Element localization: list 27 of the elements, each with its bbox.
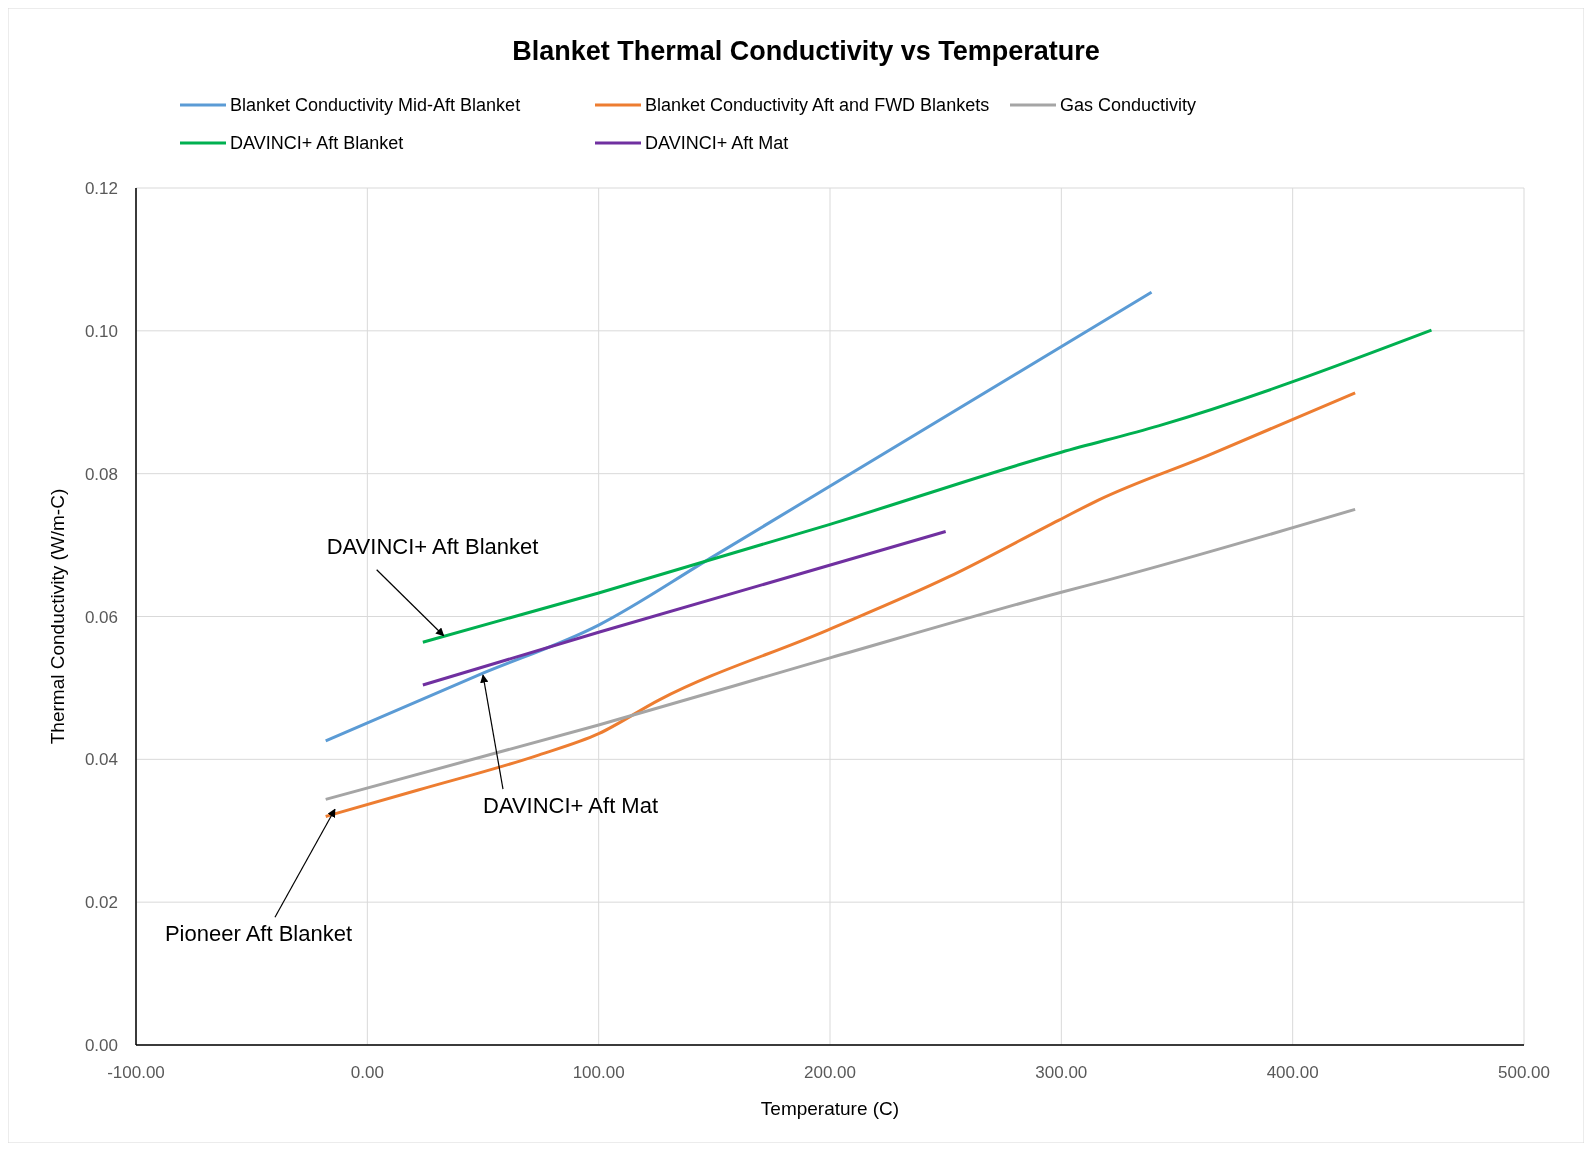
legend-label: DAVINCI+ Aft Mat (645, 133, 789, 153)
line-series (324, 290, 1154, 743)
line-series (324, 391, 1357, 818)
x-tick-label: 400.00 (1266, 1063, 1319, 1082)
y-tick-label: 0.04 (84, 750, 118, 770)
x-tick-label: -100.00 (107, 1063, 165, 1082)
y-tick-label: 0.02 (84, 893, 118, 913)
y-tick-label: 0.00 (84, 1036, 118, 1055)
x-tick-label: 200.00 (804, 1063, 856, 1082)
y-axis-title: Thermal Conductivity (W/m-C) (47, 488, 68, 745)
annotation: Pioneer Aft Blanket (164, 921, 353, 947)
y-tick-label: 0.12 (84, 179, 118, 198)
annotation: DAVINCI+ Aft Mat (483, 793, 659, 819)
chart-title: Blanket Thermal Conductivity vs Temperature (512, 36, 1100, 66)
x-tick-label: 0.00 (350, 1063, 384, 1082)
legend-label: Blanket Conductivity Mid-Aft Blanket (230, 95, 521, 115)
x-tick-label: 500.00 (1498, 1063, 1550, 1082)
annotation: DAVINCI+ Aft Blanket (326, 533, 539, 559)
y-tick-label: 0.06 (84, 607, 118, 627)
y-tick-label: 0.10 (84, 321, 118, 341)
x-tick-label: 100.00 (572, 1063, 625, 1082)
x-tick-label: 300.00 (1035, 1063, 1088, 1082)
legend-label: DAVINCI+ Aft Blanket (230, 133, 404, 153)
y-tick-label: 0.08 (84, 464, 118, 484)
legend-label: Blanket Conductivity Aft and FWD Blankets (645, 95, 990, 115)
x-axis-title: Temperature (C) (760, 1098, 900, 1119)
legend-label: Gas Conductivity (1060, 95, 1197, 115)
